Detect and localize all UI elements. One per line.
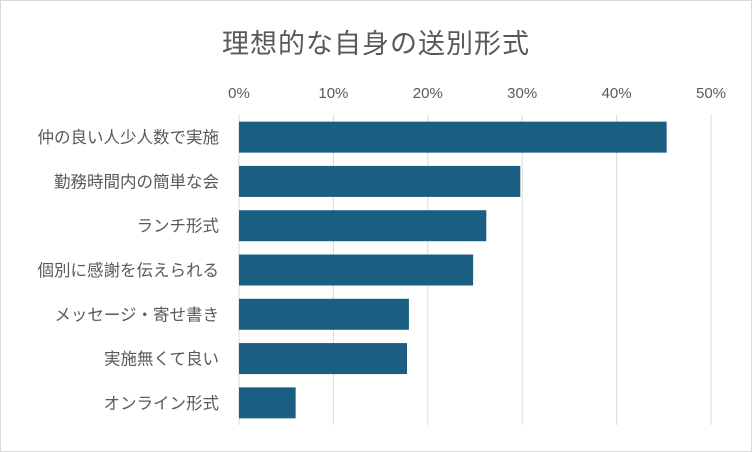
category-label: ランチ形式 — [137, 217, 220, 236]
category-label: 勤務時間内の簡単な会 — [54, 172, 219, 191]
x-tick-label: 10% — [318, 85, 348, 102]
bar — [239, 165, 521, 197]
category-label: 実施無くて良い — [104, 350, 219, 369]
x-tick-label: 0% — [228, 85, 250, 102]
bar — [239, 343, 408, 375]
category-label: メッセージ・寄せ書き — [54, 305, 219, 324]
bar — [239, 387, 296, 419]
category-label: オンライン形式 — [104, 394, 220, 413]
bar — [239, 254, 474, 286]
x-tick-label: 50% — [696, 85, 726, 102]
category-label: 仲の良い人少人数で実施 — [38, 128, 220, 147]
chart-title: 理想的な自身の送別形式 — [222, 29, 530, 60]
x-tick-label: 30% — [507, 85, 537, 102]
bar — [239, 210, 487, 242]
x-tick-label: 40% — [602, 85, 632, 102]
bar — [239, 121, 667, 153]
x-tick-label: 20% — [413, 85, 443, 102]
category-label: 個別に感謝を伝えられる — [38, 261, 220, 280]
bar — [239, 298, 409, 330]
